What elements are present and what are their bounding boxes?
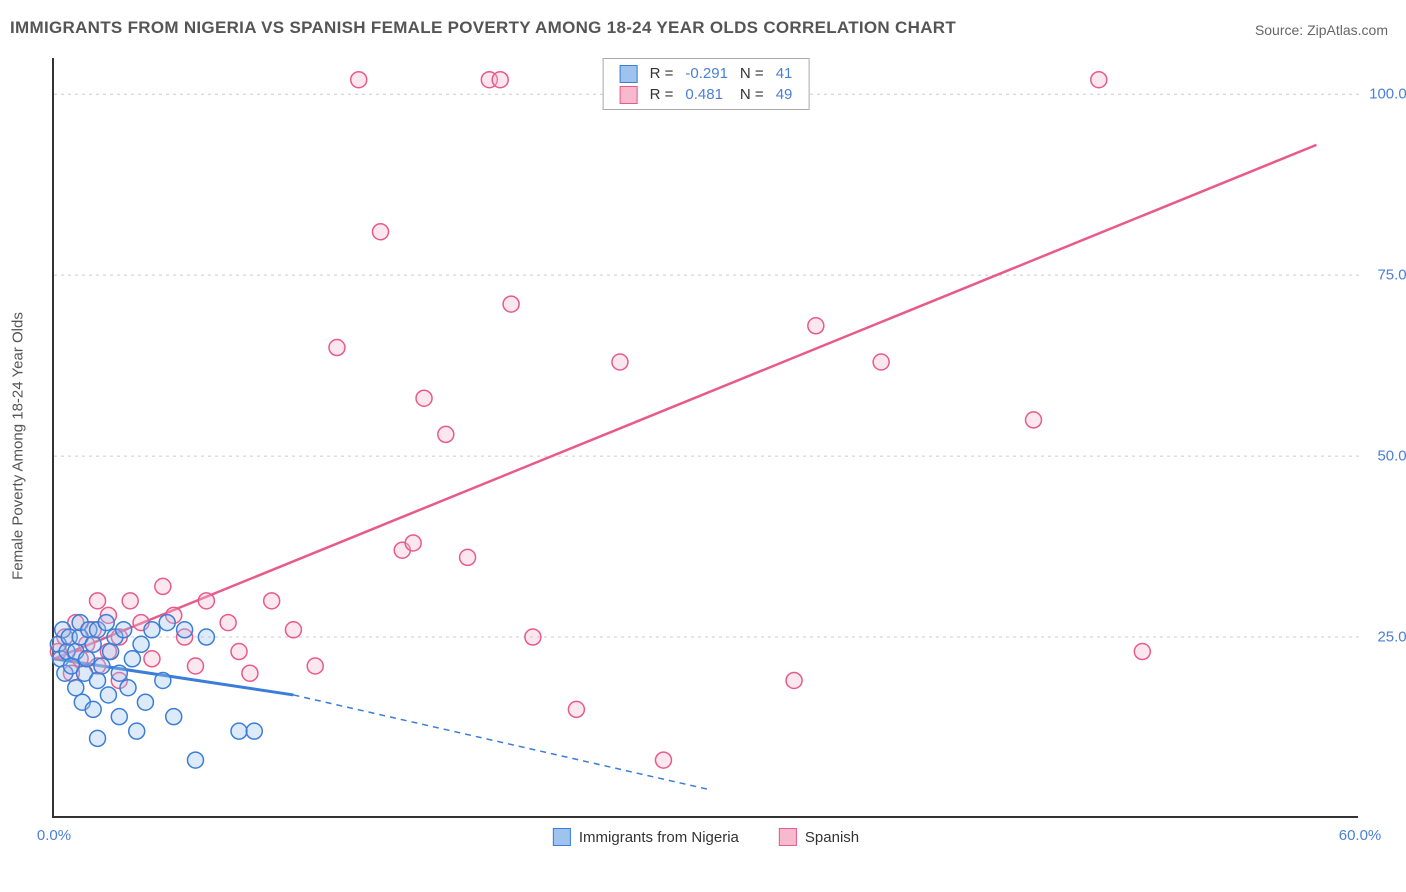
- n-label: N =: [734, 84, 770, 105]
- legend-stats-box: R = -0.291 N = 41 R = 0.481 N = 49: [603, 58, 810, 110]
- plot-svg: [54, 58, 1358, 816]
- r-value-spanish: 0.481: [679, 84, 734, 105]
- x-tick-label: 0.0%: [37, 827, 71, 844]
- swatch-nigeria: [553, 828, 571, 846]
- legend-series: Immigrants from Nigeria Spanish: [553, 828, 859, 846]
- source-attribution: Source: ZipAtlas.com: [1255, 22, 1388, 38]
- y-tick-label: 75.0%: [1377, 267, 1406, 284]
- n-value-spanish: 49: [770, 84, 799, 105]
- x-tick-label: 60.0%: [1339, 827, 1382, 844]
- n-label: N =: [734, 63, 770, 84]
- legend-row-spanish: R = 0.481 N = 49: [614, 84, 799, 105]
- r-label: R =: [644, 84, 680, 105]
- legend-label-spanish: Spanish: [805, 829, 859, 846]
- r-label: R =: [644, 63, 680, 84]
- y-tick-label: 50.0%: [1377, 448, 1406, 465]
- swatch-spanish: [779, 828, 797, 846]
- chart-title: IMMIGRANTS FROM NIGERIA VS SPANISH FEMAL…: [10, 18, 956, 38]
- n-value-nigeria: 41: [770, 63, 799, 84]
- r-value-nigeria: -0.291: [679, 63, 734, 84]
- chart-container: IMMIGRANTS FROM NIGERIA VS SPANISH FEMAL…: [0, 0, 1406, 892]
- y-tick-label: 100.0%: [1369, 86, 1406, 103]
- legend-item-spanish: Spanish: [779, 828, 859, 846]
- legend-label-nigeria: Immigrants from Nigeria: [579, 829, 739, 846]
- y-tick-label: 25.0%: [1377, 629, 1406, 646]
- y-axis-label: Female Poverty Among 18-24 Year Olds: [10, 312, 27, 580]
- plot-area: ZIPatlas R = -0.291 N = 41 R = 0.481 N =: [52, 58, 1358, 818]
- legend-row-nigeria: R = -0.291 N = 41: [614, 63, 799, 84]
- swatch-spanish: [620, 86, 638, 104]
- legend-item-nigeria: Immigrants from Nigeria: [553, 828, 739, 846]
- swatch-nigeria: [620, 65, 638, 83]
